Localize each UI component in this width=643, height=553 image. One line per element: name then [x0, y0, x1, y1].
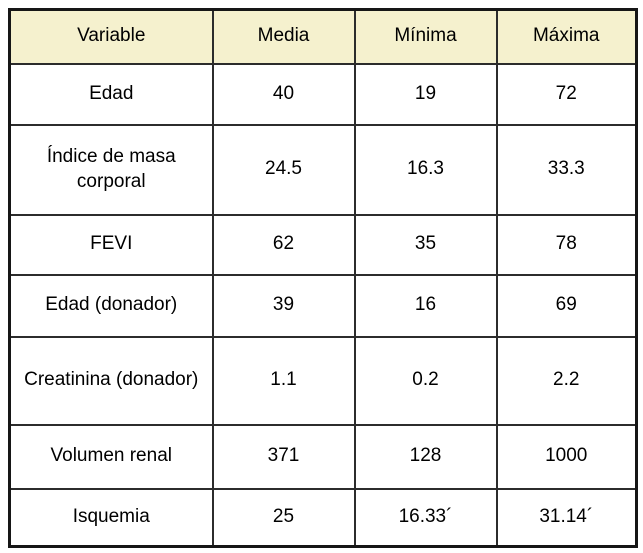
cell-minima: 35	[353, 213, 498, 276]
cell-media: 1.1	[211, 335, 356, 426]
cell-media: 371	[211, 423, 356, 490]
header-maxima: Máxima	[495, 8, 638, 65]
cell-minima: 19	[353, 62, 498, 126]
cell-media: 24.5	[211, 123, 356, 216]
cell-variable: Isquemia	[8, 487, 214, 548]
cell-maxima: 31.14´	[495, 487, 638, 548]
table-row: Índice de masa corporal 24.5 16.3 33.3	[8, 123, 638, 216]
summary-statistics-table: Variable Media Mínima Máxima Edad 40 19 …	[8, 8, 638, 548]
header-variable: Variable	[8, 8, 214, 65]
cell-minima: 16	[353, 273, 498, 338]
cell-minima: 0.2	[353, 335, 498, 426]
cell-maxima: 33.3	[495, 123, 638, 216]
table-row: Creatinina (donador) 1.1 0.2 2.2	[8, 335, 638, 426]
cell-minima: 16.33´	[353, 487, 498, 548]
cell-media: 25	[211, 487, 356, 548]
header-media: Media	[211, 8, 356, 65]
cell-maxima: 1000	[495, 423, 638, 490]
table-row: Edad (donador) 39 16 69	[8, 273, 638, 338]
cell-variable: Edad	[8, 62, 214, 126]
cell-maxima: 2.2	[495, 335, 638, 426]
cell-media: 39	[211, 273, 356, 338]
cell-maxima: 78	[495, 213, 638, 276]
cell-variable: FEVI	[8, 213, 214, 276]
cell-media: 40	[211, 62, 356, 126]
cell-variable: Edad (donador)	[8, 273, 214, 338]
cell-variable: Índice de masa corporal	[8, 123, 214, 216]
cell-minima: 128	[353, 423, 498, 490]
table-row: FEVI 62 35 78	[8, 213, 638, 276]
header-minima: Mínima	[353, 8, 498, 65]
cell-media: 62	[211, 213, 356, 276]
table-row: Isquemia 25 16.33´ 31.14´	[8, 487, 638, 548]
cell-minima: 16.3	[353, 123, 498, 216]
table-header-row: Variable Media Mínima Máxima	[8, 8, 638, 65]
cell-maxima: 69	[495, 273, 638, 338]
table-row: Edad 40 19 72	[8, 62, 638, 126]
cell-maxima: 72	[495, 62, 638, 126]
table-row: Volumen renal 371 128 1000	[8, 423, 638, 490]
cell-variable: Volumen renal	[8, 423, 214, 490]
cell-variable: Creatinina (donador)	[8, 335, 214, 426]
